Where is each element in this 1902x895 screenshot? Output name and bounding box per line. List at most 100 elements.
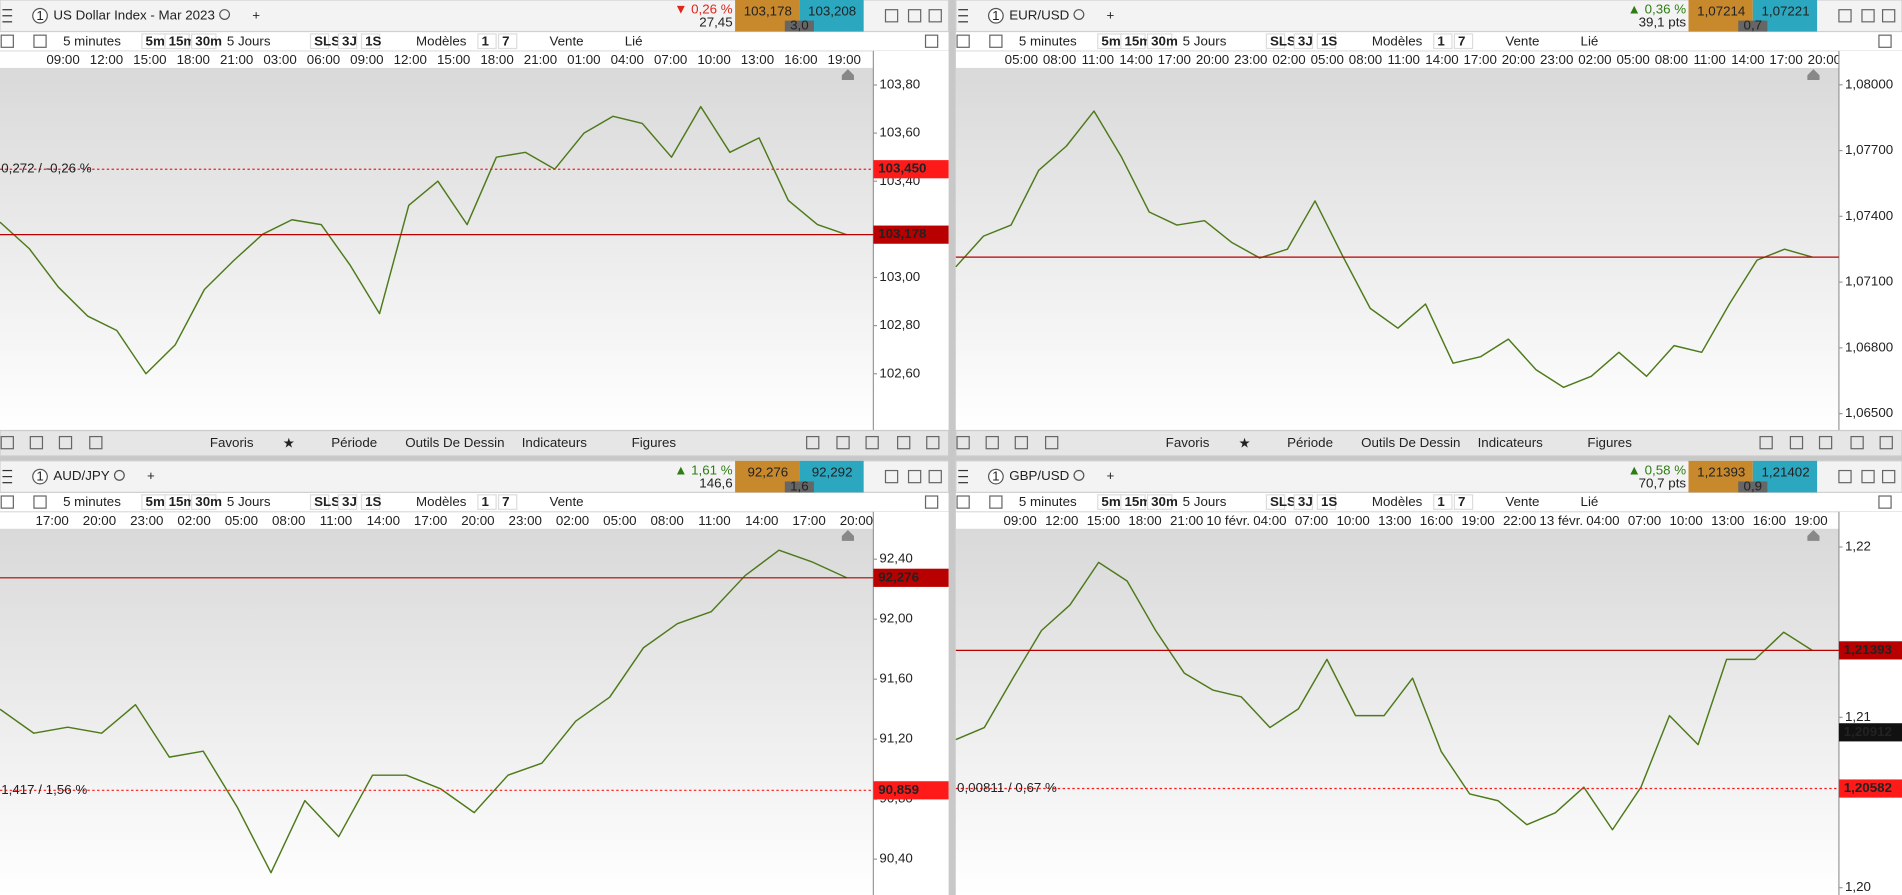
toolbar-item[interactable]: 15m <box>169 33 196 48</box>
instrument-title[interactable]: GBP/USD <box>1009 468 1069 483</box>
toolbar-item[interactable]: 3J <box>1298 494 1313 509</box>
toolbar-item[interactable]: 1S <box>365 494 381 509</box>
toolbar-item[interactable]: 5m <box>1101 494 1120 509</box>
toolbar-item[interactable]: 5 Jours <box>1183 494 1227 509</box>
toolbar-item[interactable]: 1S <box>365 33 381 48</box>
toolbar-item[interactable]: 1S <box>1321 33 1337 48</box>
toolbar-item[interactable]: 30m <box>195 494 222 509</box>
instrument-title[interactable]: EUR/USD <box>1009 7 1069 22</box>
toolbar-button[interactable] <box>1265 33 1286 50</box>
toolbar-button[interactable] <box>477 33 497 50</box>
toolbar-button[interactable] <box>1316 494 1337 510</box>
toolbar-button[interactable] <box>337 33 358 50</box>
toolbar-button[interactable] <box>497 33 518 50</box>
toolbar-item[interactable]: 1 <box>1437 494 1445 509</box>
toolbar-icon[interactable] <box>865 435 879 450</box>
toolbar-item[interactable]: 5 minutes <box>1019 33 1077 48</box>
toolbar-icon[interactable] <box>1014 435 1029 450</box>
toolbar-icon[interactable] <box>985 435 999 450</box>
toolbar-icon[interactable] <box>1818 435 1833 450</box>
toolbar-button[interactable] <box>1265 494 1286 510</box>
toolbar-menu[interactable]: Favoris <box>210 435 254 450</box>
toolbar-icon[interactable] <box>1850 435 1864 450</box>
toolbar-menu[interactable]: Période <box>1287 435 1333 450</box>
toolbar-icon[interactable] <box>884 469 899 484</box>
toolbar-icon[interactable] <box>924 495 939 509</box>
toolbar-icon[interactable] <box>907 469 922 484</box>
toolbar-icon[interactable] <box>1881 9 1896 23</box>
search-icon[interactable] <box>1073 469 1085 481</box>
toolbar-item[interactable]: 5m <box>146 494 165 509</box>
add-tab[interactable]: + <box>252 7 260 22</box>
toolbar-item[interactable]: Lié <box>625 33 643 48</box>
toolbar-button[interactable] <box>1316 33 1337 50</box>
toolbar-button[interactable] <box>191 494 217 510</box>
toolbar-icon[interactable] <box>89 435 103 450</box>
toolbar-item[interactable]: Modèles <box>1372 494 1423 509</box>
toolbar-item[interactable]: 15m <box>169 494 196 509</box>
toolbar-icon[interactable] <box>924 34 939 48</box>
toolbar-item[interactable]: 5m <box>146 33 165 48</box>
toolbar-icon[interactable] <box>926 435 940 450</box>
toolbar-item[interactable]: Modèles <box>416 33 467 48</box>
toolbar-button[interactable] <box>1146 494 1173 510</box>
toolbar-icon[interactable] <box>1045 435 1059 450</box>
toolbar-icon[interactable] <box>1881 469 1896 484</box>
toolbar-item[interactable]: 5 minutes <box>63 494 121 509</box>
toolbar-item[interactable]: 5 Jours <box>1183 33 1227 48</box>
toolbar-button[interactable] <box>360 33 381 50</box>
toolbar-icon[interactable] <box>0 435 14 450</box>
toolbar-item[interactable]: 30m <box>195 33 222 48</box>
toolbar-icon[interactable] <box>33 495 47 509</box>
toolbar-icon[interactable] <box>1878 495 1892 509</box>
toolbar-icon[interactable] <box>989 495 1003 509</box>
toolbar-item[interactable]: Lié <box>1581 494 1599 509</box>
toolbar-icon[interactable] <box>29 435 44 450</box>
toolbar-item[interactable]: 3J <box>342 494 357 509</box>
instrument-title[interactable]: AUD/JPY <box>53 468 109 483</box>
add-tab[interactable]: + <box>147 468 155 483</box>
toolbar-item[interactable]: Vente <box>549 33 583 48</box>
toolbar-button[interactable] <box>1120 494 1146 510</box>
toolbar-icon[interactable] <box>884 9 899 23</box>
toolbar-item[interactable]: Modèles <box>1372 33 1423 48</box>
toolbar-item[interactable]: 7 <box>1458 33 1465 48</box>
toolbar-button[interactable] <box>1293 33 1314 50</box>
toolbar-button[interactable] <box>497 494 518 510</box>
add-tab[interactable]: + <box>1107 468 1115 483</box>
toolbar-item[interactable]: 30m <box>1151 33 1178 48</box>
toolbar-icon[interactable] <box>33 34 47 48</box>
toolbar-item[interactable]: 30m <box>1151 494 1178 509</box>
toolbar-button[interactable] <box>1453 33 1474 50</box>
toolbar-button[interactable] <box>191 33 217 50</box>
toolbar-button[interactable] <box>309 33 330 50</box>
toolbar-menu[interactable]: Période <box>331 435 377 450</box>
toolbar-icon[interactable] <box>1838 9 1852 23</box>
toolbar-button[interactable] <box>337 494 358 510</box>
toolbar-item[interactable]: SLS <box>1270 33 1296 48</box>
toolbar-button[interactable] <box>360 494 381 510</box>
toolbar-item[interactable]: 5 minutes <box>1019 494 1077 509</box>
toolbar-menu[interactable]: Outils De Dessin <box>1361 435 1460 450</box>
toolbar-item[interactable]: SLS <box>314 33 340 48</box>
toolbar-item[interactable]: 1 <box>482 494 490 509</box>
toolbar-icon[interactable] <box>928 469 942 484</box>
search-icon[interactable] <box>219 9 231 21</box>
toolbar-menu[interactable]: Indicateurs <box>1478 435 1544 450</box>
search-icon[interactable] <box>113 469 125 481</box>
toolbar-button[interactable] <box>1120 33 1146 50</box>
toolbar-icon[interactable] <box>1878 34 1892 48</box>
toolbar-icon[interactable] <box>989 34 1003 48</box>
toolbar-item[interactable]: Modèles <box>416 494 467 509</box>
toolbar-item[interactable]: Lié <box>1581 33 1599 48</box>
toolbar-item[interactable]: Vente <box>1505 494 1539 509</box>
toolbar-icon[interactable] <box>956 495 970 509</box>
toolbar-menu[interactable]: Figures <box>632 435 677 450</box>
toolbar-icon[interactable] <box>956 34 970 48</box>
add-tab[interactable]: + <box>1107 7 1115 22</box>
toolbar-menu[interactable]: Figures <box>1587 435 1632 450</box>
toolbar-item[interactable]: SLS <box>314 494 340 509</box>
toolbar-item[interactable]: 3J <box>342 33 357 48</box>
toolbar-button[interactable] <box>1433 33 1453 50</box>
toolbar-button[interactable] <box>164 494 190 510</box>
